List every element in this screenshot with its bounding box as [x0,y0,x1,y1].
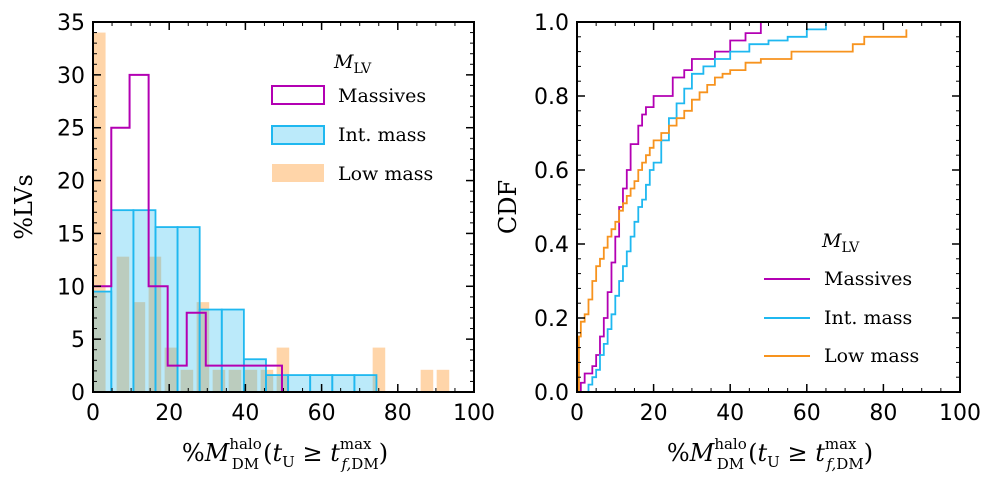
histogram-legend: MLV Massives Int. mass Low mass [271,51,433,185]
legend-label-int-mass: Int. mass [338,124,426,146]
cdf-xtick-label: 40 [716,401,744,426]
histogram-xtick-label: 100 [453,401,495,426]
cdf-xtick-label: 0 [570,401,584,426]
massives-step-series [92,73,283,392]
int-mass-bar [265,374,289,393]
histogram-xtick-label: 0 [86,401,100,426]
cdf-ticks: 0 20 40 60 80 100 0.0 0.2 0.4 0.6 0.8 1.0 [534,11,981,426]
low-mass-bar [420,369,434,392]
histogram-ytick-label: 30 [57,64,85,89]
int-mass-bar [176,226,201,393]
cdf-ytick-label: 1.0 [534,11,569,36]
cdf-line-int-mass [577,22,827,393]
cdf-legend-label-massives: Massives [824,268,912,290]
cdf-ytick-label: 0.6 [534,159,569,184]
histogram-legend-title: MLV [333,51,372,77]
low-mass-bar [244,369,258,392]
low-mass-bar [132,302,146,392]
cdf-xtick-label: 80 [869,401,897,426]
cdf-axes-frame [576,21,961,393]
int-mass-bar [242,358,267,393]
histogram-xtick-label: 40 [231,401,259,426]
int-mass-bar [110,209,135,393]
int-mass-bar [132,209,157,393]
histogram-ytick-label: 15 [57,222,85,247]
histogram-ylabel: %LVs [10,174,38,240]
histogram-xtick-label: 20 [155,401,183,426]
cdf-xtick-label: 20 [640,401,668,426]
histogram-panel: 0 20 40 60 80 100 0 5 10 15 20 25 30 35 %LVs %Mhalo DM… [10,11,495,473]
legend-label-low-mass: Low mass [338,163,433,185]
cdf-line-low-mass [577,29,908,393]
cdf-panel: 0 20 40 60 80 100 0.0 0.2 0.4 0.6 0.8 1.0 CDF %Mhal… [494,11,981,473]
histogram-ytick-label: 20 [57,170,85,195]
cdf-legend: MLV Massives Int. mass Low mass [764,230,919,367]
cdf-ytick-label: 0.4 [534,233,569,258]
legend-swatch-int-mass [271,125,325,145]
int-mass-bar [154,226,179,393]
cdf-legend-label-low-mass: Low mass [824,345,919,367]
histogram-ytick-label: 35 [57,11,85,36]
legend-label-massives: Massives [338,85,426,107]
int-mass-bar [198,308,223,393]
low-mass-bar [116,256,130,392]
cdf-ylabel: CDF [494,180,522,234]
histogram-ytick-label: 5 [71,328,85,353]
int-mass-bar [220,308,245,393]
histogram-xtick-label: 60 [308,401,336,426]
cdf-line-massives [577,22,762,393]
histogram-xtick-label: 80 [384,401,412,426]
histogram-ytick-label: 0 [71,381,85,406]
histogram-ytick-label: 25 [57,117,85,142]
histogram-xlabel: %Mhalo DM (tU ≥ tmax f,DM) [182,435,388,473]
low-mass-bar [436,369,450,392]
int-mass-bar [92,290,113,393]
cdf-xtick-label: 60 [793,401,821,426]
cdf-xlabel: %Mhalo DM (tU ≥ tmax f,DM) [667,435,873,473]
histogram-ticks: 0 20 40 60 80 100 0 5 10 15 20 25 30 35 [57,11,495,426]
histogram-series-group [92,32,450,393]
int-mass-bar [353,374,378,393]
cdf-ytick-label: 0.8 [534,85,569,110]
cdf-ytick-label: 0.2 [534,307,569,332]
legend-swatch-massives [271,85,325,105]
cdf-series-group [577,22,908,393]
legend-swatch-low-mass [272,164,324,182]
histogram-ytick-label: 10 [57,275,85,300]
int-mass-bar [331,374,356,393]
low-mass-bar [180,369,194,392]
low-mass-bar [93,32,106,392]
low-mass-bar [228,369,242,392]
cdf-legend-title: MLV [821,230,860,256]
cdf-xtick-label: 100 [939,401,981,426]
int-mass-bar [287,374,312,393]
cdf-legend-label-int-mass: Int. mass [824,307,912,329]
cdf-ytick-label: 0.0 [534,381,569,406]
